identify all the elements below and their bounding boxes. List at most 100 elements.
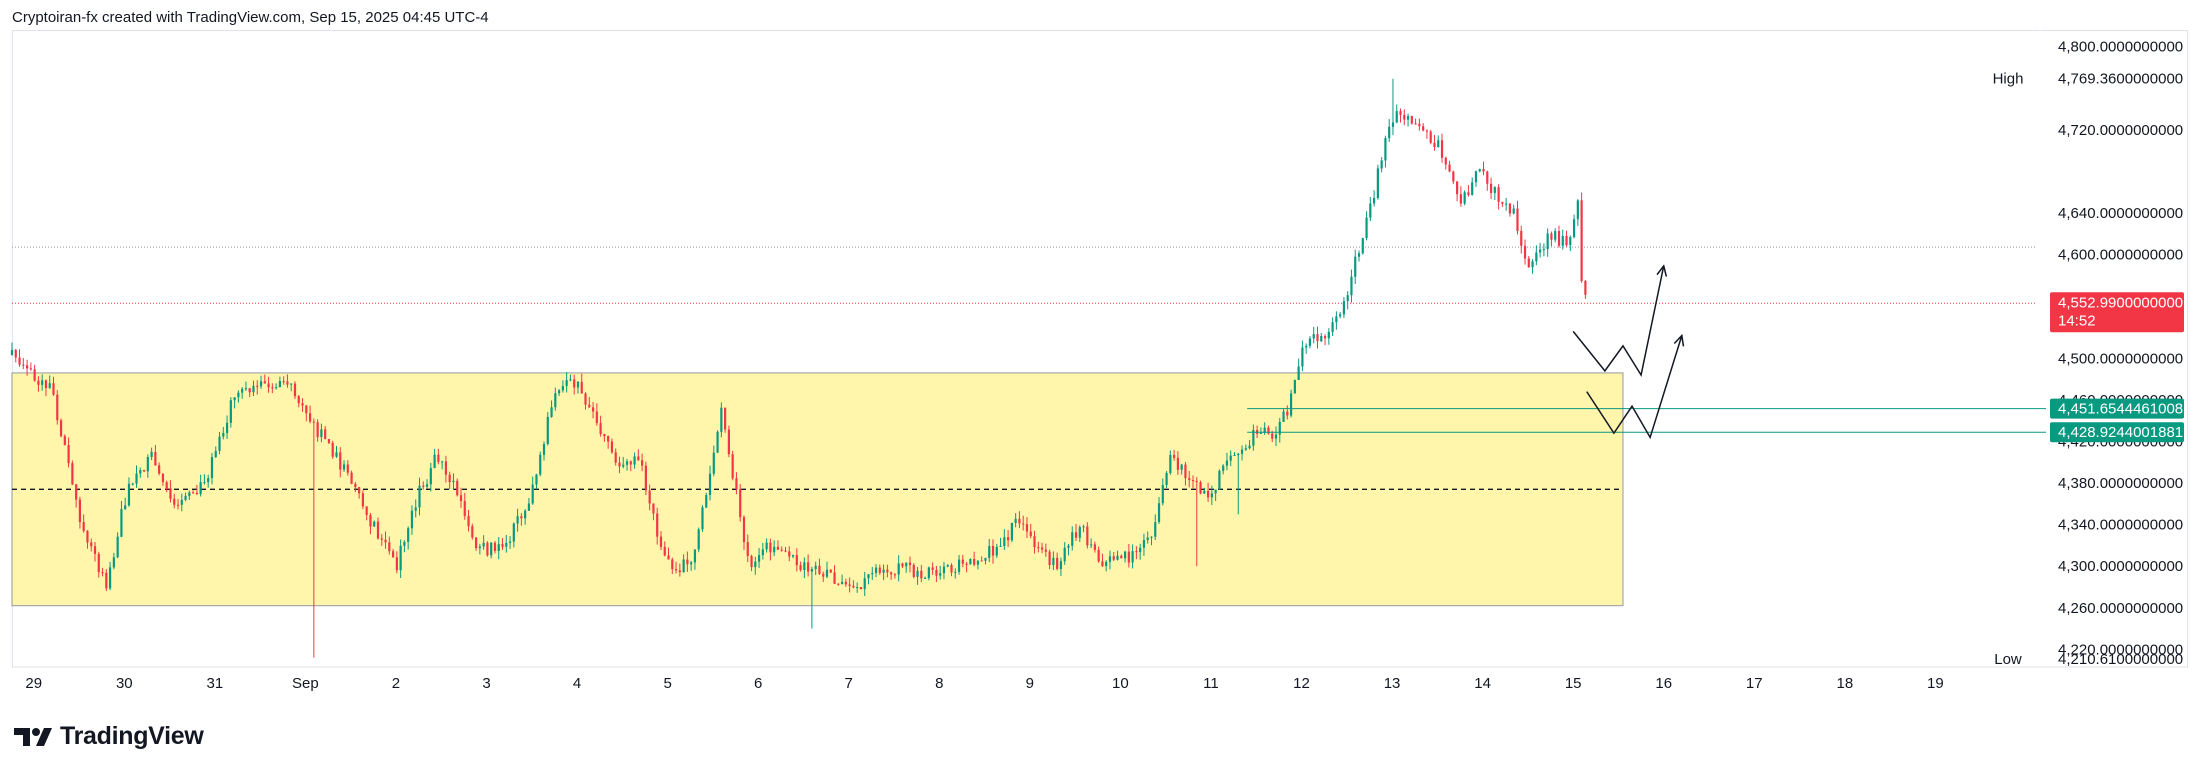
candle-body <box>618 462 621 467</box>
candle-body <box>286 381 289 385</box>
candle-body <box>637 456 640 461</box>
candle-body <box>482 542 485 547</box>
candle-body <box>346 464 349 473</box>
candle-body <box>184 495 187 500</box>
candle-body <box>1437 140 1440 148</box>
candle-body <box>391 551 395 558</box>
candle-body <box>478 546 481 549</box>
tradingview-logo-icon <box>14 727 52 746</box>
candle-body <box>969 559 972 565</box>
candle-body <box>324 429 327 440</box>
candle-body <box>369 515 372 527</box>
candle-body <box>29 368 32 370</box>
candle-body <box>1014 518 1017 523</box>
candle-body <box>105 572 108 589</box>
candle-body <box>773 546 776 553</box>
candle-body <box>505 542 508 547</box>
candle-body <box>1584 280 1587 295</box>
candle-body <box>746 542 749 557</box>
price-tick-label: 4,380.0000000000 <box>2058 475 2183 492</box>
level-price-value: 4,451.6544461008 <box>2058 401 2183 418</box>
candle-body <box>86 530 89 543</box>
candle-body <box>1033 536 1036 548</box>
level-price-tag <box>2050 398 2184 419</box>
candle-body <box>633 456 636 465</box>
candle-body <box>690 562 693 565</box>
candle-body <box>271 387 274 389</box>
candle-body <box>1505 203 1508 205</box>
candle-body <box>335 452 338 457</box>
candle-body <box>561 386 564 391</box>
candle-body <box>1456 181 1459 195</box>
tradingview-logo[interactable]: TradingView <box>14 722 204 751</box>
candle-body <box>41 380 44 385</box>
candle-body <box>1539 249 1542 253</box>
candle-body <box>791 554 795 557</box>
candle-body <box>350 472 353 484</box>
candle-body <box>361 493 365 507</box>
candle-body <box>659 536 663 547</box>
candle-body <box>342 464 346 470</box>
candle-body <box>388 542 391 552</box>
candle-body <box>546 416 549 445</box>
candle-body <box>1433 142 1436 148</box>
candle-body <box>531 484 534 504</box>
candle-body <box>1161 485 1164 504</box>
candle-body <box>1312 334 1315 339</box>
date-tick-label: 11 <box>1203 675 1219 692</box>
candle-body <box>833 572 836 584</box>
candle-body <box>1365 217 1368 239</box>
candle-body <box>558 390 561 394</box>
candle-body <box>207 478 210 483</box>
candle-body <box>497 544 500 551</box>
candle-body <box>493 542 497 551</box>
candle-body <box>1173 454 1176 458</box>
candle-body <box>1550 233 1553 240</box>
candle-body <box>1369 203 1372 218</box>
consolidation-range-box <box>11 372 1624 607</box>
candle-body <box>1448 164 1451 172</box>
candle-body <box>37 380 40 385</box>
candle-body <box>1444 157 1447 165</box>
candle-body <box>735 478 738 490</box>
candle-body <box>569 379 572 381</box>
high-label: High <box>1993 70 2024 87</box>
price-tick-label: 4,220.0000000000 <box>2058 641 2183 658</box>
candle-body <box>116 536 119 558</box>
candle-body <box>1029 531 1032 537</box>
candle-body <box>278 381 281 388</box>
candle-body <box>90 542 93 547</box>
candle-body <box>225 422 229 433</box>
candle-body <box>1403 114 1406 120</box>
candle-body <box>1142 540 1146 548</box>
candle-body <box>1327 331 1330 339</box>
candle-body <box>1425 130 1429 132</box>
candle-body <box>629 461 632 465</box>
candle-body <box>1293 379 1296 394</box>
candle-body <box>1523 245 1527 259</box>
price-tick-label: 4,260.0000000000 <box>2058 600 2183 617</box>
candle-body <box>1323 336 1327 339</box>
candle-body <box>429 468 432 485</box>
candle-body <box>731 454 734 479</box>
candle-body <box>1018 518 1021 524</box>
date-tick-label: 15 <box>1565 675 1582 692</box>
candle-body <box>331 442 334 457</box>
time-axis-band <box>12 668 2188 698</box>
candle-body <box>418 485 421 508</box>
candle-body <box>1086 526 1089 546</box>
candle-body <box>1101 561 1104 567</box>
candle-body <box>1176 457 1179 470</box>
candle-body <box>1063 547 1066 562</box>
candle-body <box>1056 557 1059 569</box>
candle-body <box>161 473 165 483</box>
date-tick-label: 4 <box>573 675 581 692</box>
price-tick-label: 4,640.0000000000 <box>2058 205 2183 222</box>
candle-body <box>376 521 380 539</box>
candle-body <box>931 567 934 570</box>
date-tick-label: 31 <box>206 675 223 692</box>
candle-body <box>724 407 727 430</box>
candle-body <box>425 484 429 487</box>
candle-body <box>644 465 647 491</box>
